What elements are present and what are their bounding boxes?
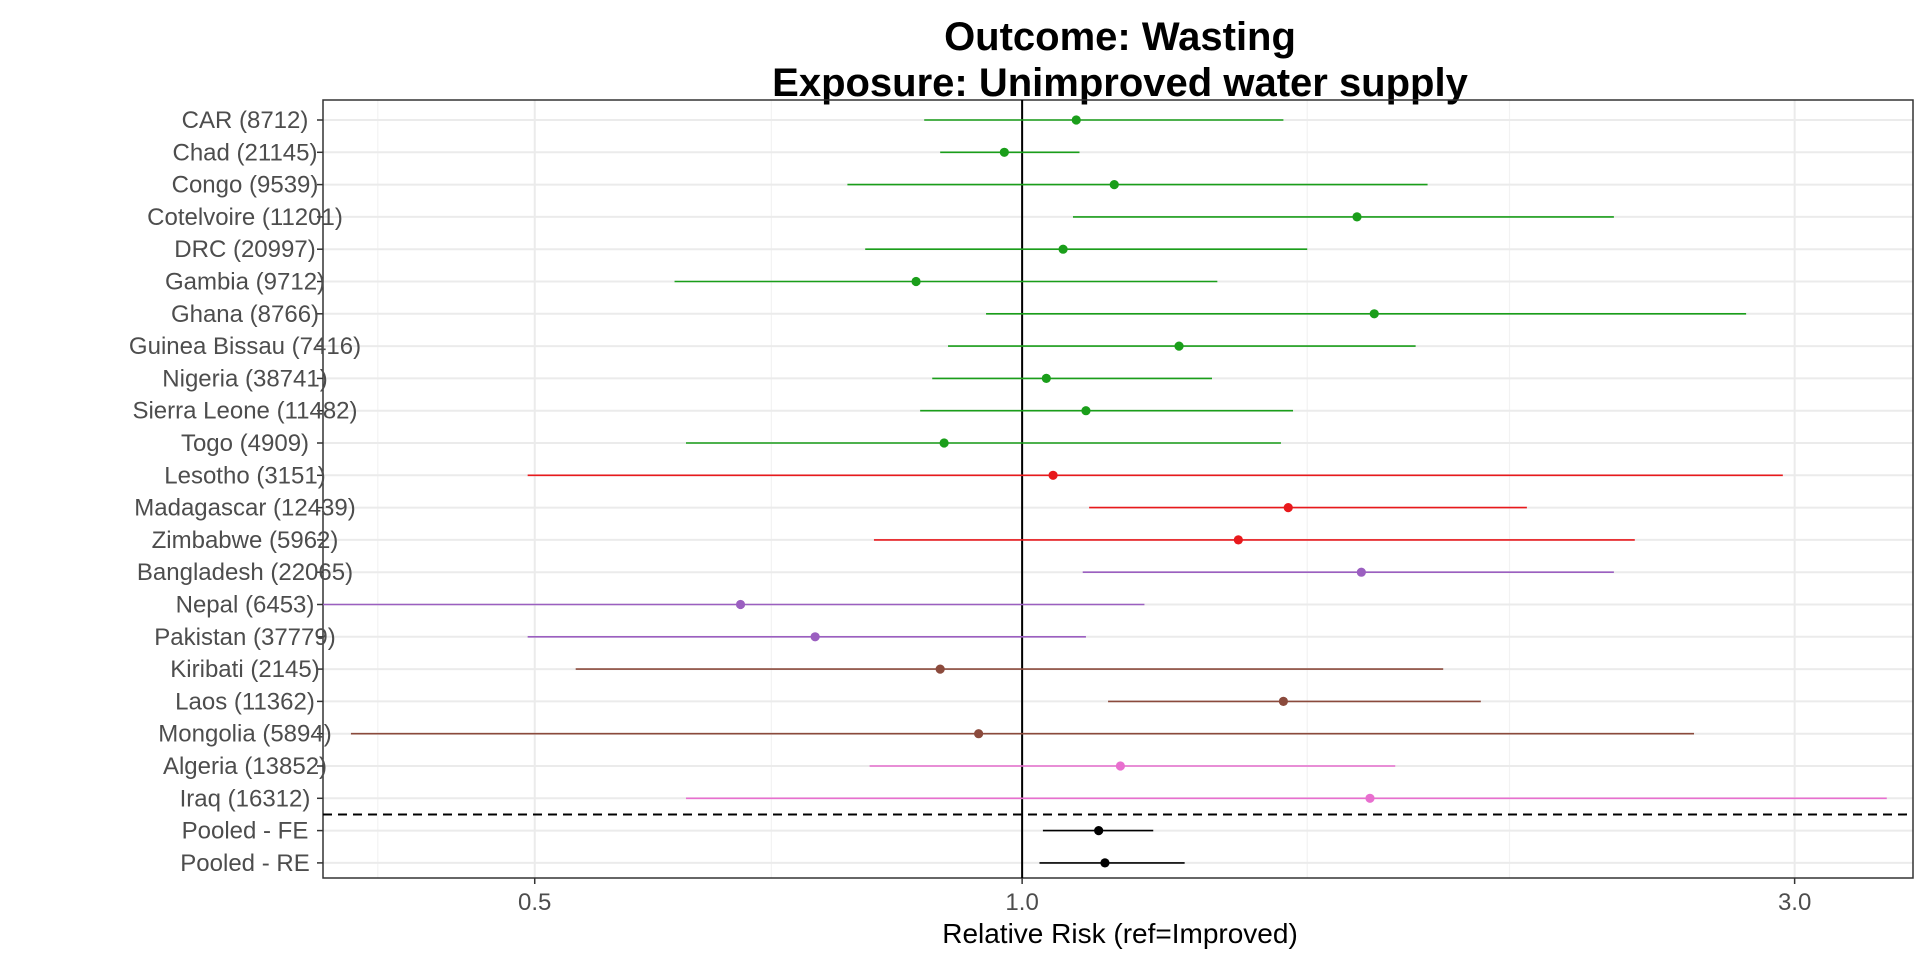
x-axis-label: Relative Risk (ref=Improved) bbox=[942, 918, 1298, 949]
point-estimate-sierra-leone-11482 bbox=[1081, 406, 1090, 415]
y-tick-label-nepal-6453: Nepal (6453) bbox=[176, 592, 315, 619]
y-tick-label-algeria-13852: Algeria (13852) bbox=[163, 753, 327, 780]
y-tick-label-nigeria-38741: Nigeria (38741) bbox=[162, 365, 327, 392]
y-tick-label-ghana-8766: Ghana (8766) bbox=[171, 301, 319, 328]
point-estimate-togo-4909 bbox=[940, 438, 949, 447]
point-estimate-nigeria-38741 bbox=[1042, 374, 1051, 383]
y-tick-label-pakistan-37779: Pakistan (37779) bbox=[154, 624, 335, 651]
y-tick-label-guinea-bissau-7416: Guinea Bissau (7416) bbox=[129, 333, 361, 360]
y-tick-label-bangladesh-22065: Bangladesh (22065) bbox=[137, 559, 353, 586]
chart-title-line2: Exposure: Unimproved water supply bbox=[772, 61, 1468, 105]
point-estimate-congo-9539 bbox=[1110, 180, 1119, 189]
y-tick-label-cotelvoire-11201: Cotelvoire (11201) bbox=[147, 204, 343, 231]
y-tick-label-iraq-16312: Iraq (16312) bbox=[180, 785, 311, 812]
y-tick-label-zimbabwe-5962: Zimbabwe (5962) bbox=[152, 527, 339, 554]
y-tick-label-togo-4909: Togo (4909) bbox=[181, 430, 309, 457]
y-tick-label-lesotho-3151: Lesotho (3151) bbox=[164, 462, 325, 489]
point-estimate-bangladesh-22065 bbox=[1357, 568, 1366, 577]
point-estimate-algeria-13852 bbox=[1116, 761, 1125, 770]
point-estimate-zimbabwe-5962 bbox=[1234, 535, 1243, 544]
point-estimate-cotelvoire-11201 bbox=[1352, 212, 1361, 221]
point-estimate-chad-21145 bbox=[1000, 148, 1009, 157]
point-estimate-kiribati-2145 bbox=[936, 665, 945, 674]
y-tick-label-mongolia-5894: Mongolia (5894) bbox=[158, 721, 331, 748]
y-tick-label-sierra-leone-11482: Sierra Leone (11482) bbox=[132, 398, 357, 425]
y-tick-label-gambia-9712: Gambia (9712) bbox=[165, 269, 325, 296]
y-tick-label-kiribati-2145: Kiribati (2145) bbox=[170, 656, 319, 683]
y-tick-label-congo-9539: Congo (9539) bbox=[172, 172, 319, 199]
point-estimate-madagascar-12439 bbox=[1284, 503, 1293, 512]
point-estimate-pooled-fe bbox=[1094, 826, 1103, 835]
x-tick-label: 0.5 bbox=[518, 889, 551, 916]
chart-title-line1: Outcome: Wasting bbox=[944, 15, 1296, 59]
point-estimate-pakistan-37779 bbox=[811, 632, 820, 641]
point-estimate-lesotho-3151 bbox=[1048, 471, 1057, 480]
point-estimate-drc-20997 bbox=[1058, 245, 1067, 254]
point-estimate-nepal-6453 bbox=[736, 600, 745, 609]
point-estimate-laos-11362 bbox=[1279, 697, 1288, 706]
point-estimate-pooled-re bbox=[1100, 858, 1109, 867]
point-estimate-mongolia-5894 bbox=[974, 729, 983, 738]
y-tick-label-car-8712: CAR (8712) bbox=[182, 107, 309, 134]
x-tick-label: 3.0 bbox=[1778, 889, 1811, 916]
y-tick-label-laos-11362: Laos (11362) bbox=[175, 688, 315, 715]
y-tick-label-madagascar-12439: Madagascar (12439) bbox=[134, 495, 355, 522]
x-tick-label: 1.0 bbox=[1005, 889, 1038, 916]
point-estimate-iraq-16312 bbox=[1365, 794, 1374, 803]
point-estimate-gambia-9712 bbox=[911, 277, 920, 286]
point-estimate-car-8712 bbox=[1072, 115, 1081, 124]
point-estimate-guinea-bissau-7416 bbox=[1174, 342, 1183, 351]
y-tick-label-pooled-fe: Pooled - FE bbox=[182, 818, 309, 845]
y-tick-label-chad-21145: Chad (21145) bbox=[173, 139, 318, 166]
point-estimate-ghana-8766 bbox=[1370, 309, 1379, 318]
y-tick-label-drc-20997: DRC (20997) bbox=[174, 236, 315, 263]
y-tick-label-pooled-re: Pooled - RE bbox=[180, 850, 309, 877]
